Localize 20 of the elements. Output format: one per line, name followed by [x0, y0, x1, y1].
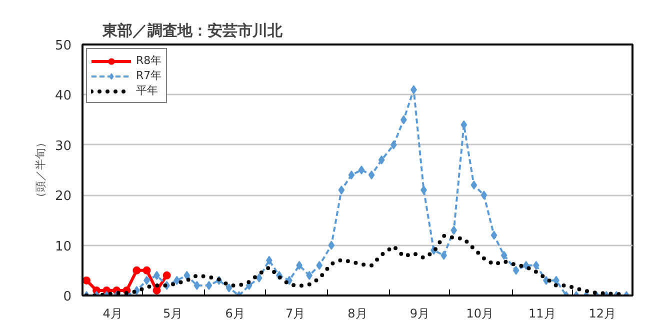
legend-label: 平年	[136, 83, 158, 98]
x-tick-label: 12月	[588, 306, 616, 320]
x-tick-label: 9月	[410, 306, 430, 320]
legend-label: R7年	[136, 68, 162, 83]
y-tick-label: 10	[54, 239, 72, 254]
x-tick-label: 10月	[466, 306, 494, 320]
x-tick-label: 6月	[225, 306, 245, 320]
y-tick-label: 30	[54, 138, 72, 154]
x-tick-label: 7月	[285, 306, 306, 320]
legend-label: R8年	[136, 53, 162, 68]
x-tick-label: 8月	[348, 306, 368, 320]
y-tick-label: 20	[54, 189, 72, 204]
y-axis-title: （頭／半旬）	[34, 137, 47, 203]
x-tick-label: 4月	[102, 306, 122, 320]
chart-title: 東部／調査地：安芸市川北	[102, 22, 284, 40]
y-tick-label: 50	[54, 38, 72, 54]
y-tick-label: 0	[63, 290, 72, 304]
x-tick-label: 11月	[528, 306, 556, 320]
x-tick-label: 5月	[163, 306, 183, 320]
y-tick-label: 40	[54, 88, 72, 104]
